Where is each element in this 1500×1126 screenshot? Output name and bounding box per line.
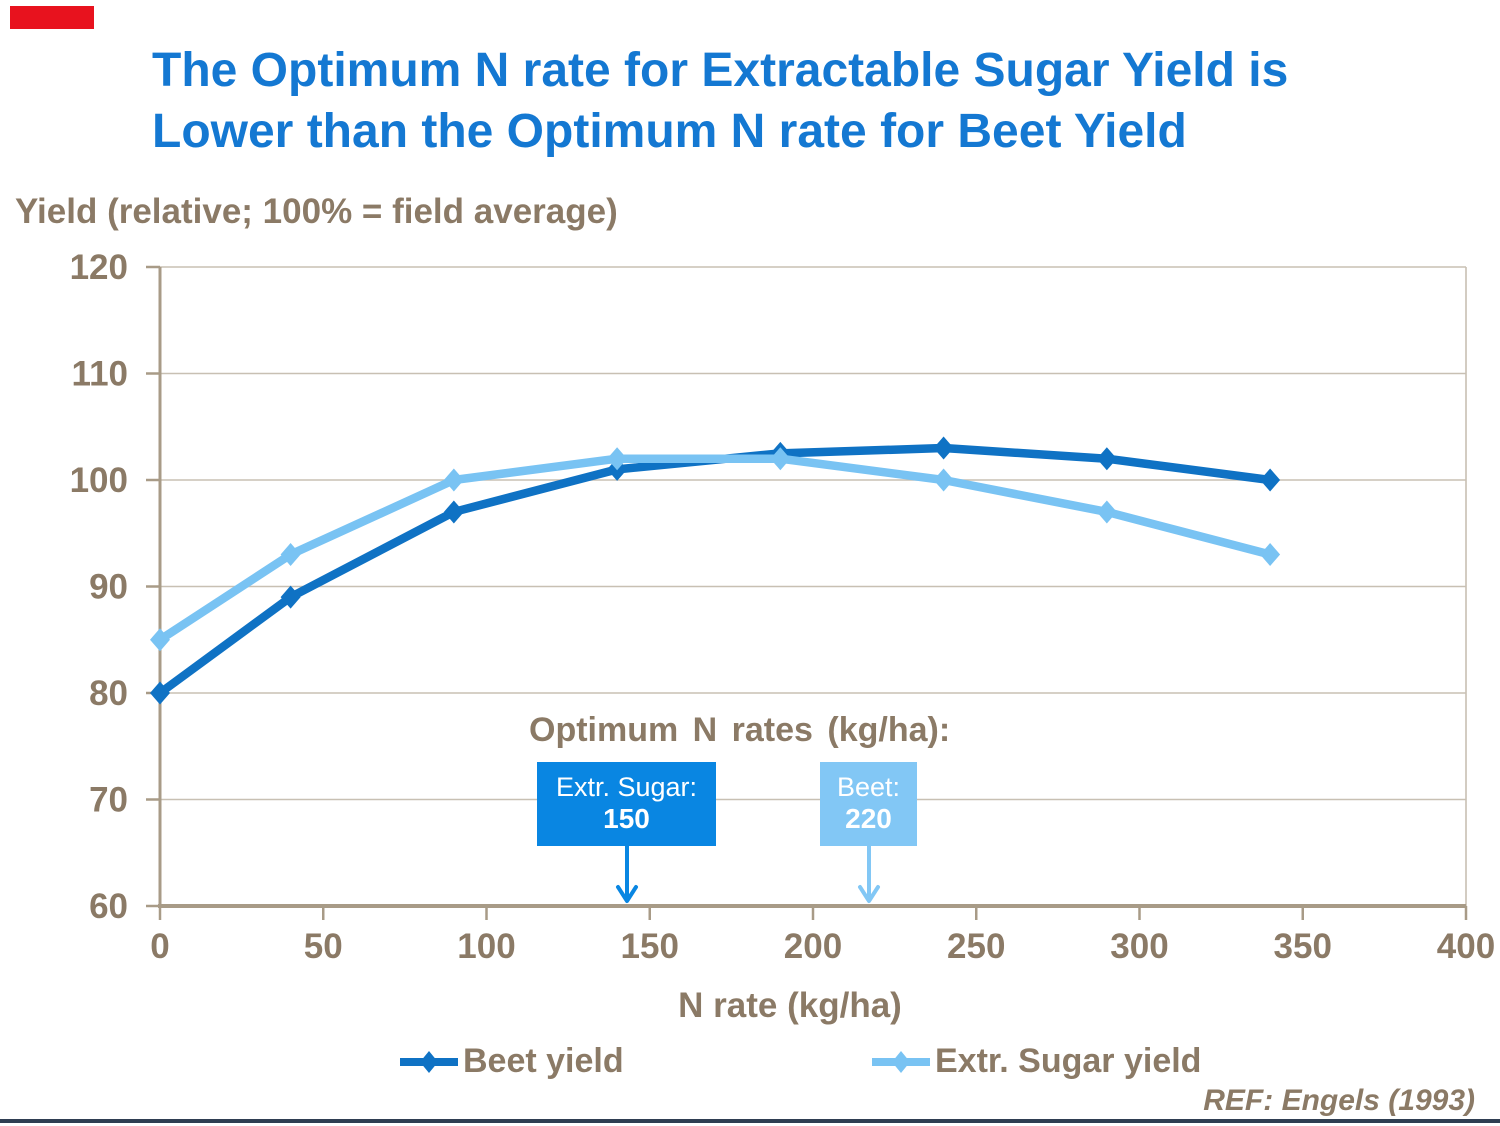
legend-item-extr-sugar-yield: Extr. Sugar yield (872, 1042, 1201, 1081)
svg-text:400: 400 (1437, 927, 1495, 966)
svg-text:120: 120 (70, 248, 128, 287)
svg-text:110: 110 (72, 355, 128, 394)
slide-title-line2: Lower than the Optimum N rate for Beet Y… (152, 105, 1187, 158)
svg-text:60: 60 (89, 887, 128, 926)
svg-text:50: 50 (304, 927, 343, 966)
bottom-divider-bar (0, 1119, 1500, 1123)
svg-text:100: 100 (457, 927, 515, 966)
beet-box-value: 220 (845, 803, 892, 834)
svg-text:70: 70 (89, 781, 128, 820)
svg-text:300: 300 (1110, 927, 1168, 966)
svg-text:200: 200 (784, 927, 842, 966)
optimum-rates-heading: Optimum N rates (kg/ha): (529, 711, 951, 749)
y-axis-title: Yield (relative; 100% = field average) (15, 192, 618, 231)
legend-label-beet-yield: Beet yield (463, 1042, 624, 1080)
beet-line-marker-icon (400, 1050, 458, 1073)
svg-text:80: 80 (89, 674, 128, 713)
extr-sugar-yield-series (150, 447, 1281, 652)
beet-box-label: Beet: (836, 772, 901, 802)
down-arrow-icon (857, 846, 880, 903)
slide-title: The Optimum N rate for Extractable Sugar… (152, 40, 1452, 162)
red-logo-block (10, 6, 94, 29)
beet-optimum-box: Beet: 220 (820, 762, 917, 846)
svg-text:90: 90 (89, 568, 128, 607)
svg-text:0: 0 (150, 927, 169, 966)
svg-text:100: 100 (70, 461, 128, 500)
slide-title-line1: The Optimum N rate for Extractable Sugar… (152, 44, 1289, 97)
extr-sugar-box-value: 150 (603, 803, 650, 834)
annotation-extr-sugar: Extr. Sugar: 150 (537, 762, 716, 908)
svg-text:350: 350 (1274, 927, 1332, 966)
svg-text:250: 250 (947, 927, 1005, 966)
extr-sugar-box-label: Extr. Sugar: (555, 772, 698, 802)
annotation-beet: Beet: 220 (820, 762, 917, 908)
reference-text: REF: Engels (1993) (1203, 1084, 1475, 1117)
x-axis-title: N rate (kg/ha) (678, 986, 902, 1025)
legend-label-extr-sugar-yield: Extr. Sugar yield (935, 1042, 1202, 1080)
beet-yield-series (150, 436, 1281, 705)
extr-sugar-optimum-box: Extr. Sugar: 150 (537, 762, 716, 846)
down-arrow-icon (615, 846, 638, 903)
legend-item-beet-yield: Beet yield (400, 1042, 624, 1081)
sugar-line-marker-icon (872, 1050, 930, 1073)
svg-text:150: 150 (621, 927, 679, 966)
